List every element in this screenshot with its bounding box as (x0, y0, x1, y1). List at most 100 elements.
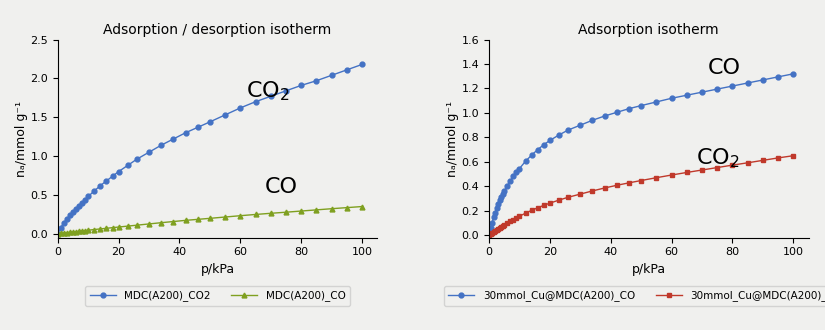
MDC(A200)_CO2 (144, 150, 154, 154)
MDC(A200)_CO (193, 217, 203, 221)
30mmol_Cu@MDC(A200)_CO2 (667, 173, 676, 177)
MDC(A200)_CO (56, 231, 66, 235)
30mmol_Cu@MDC(A200)_CO (636, 104, 646, 108)
MDC(A200)_CO (311, 208, 321, 212)
MDC(A200)_CO (235, 214, 245, 218)
MDC(A200)_CO2 (327, 73, 337, 77)
30mmol_Cu@MDC(A200)_CO2 (502, 221, 512, 225)
Legend: MDC(A200)_CO2, MDC(A200)_CO: MDC(A200)_CO2, MDC(A200)_CO (85, 286, 350, 306)
30mmol_Cu@MDC(A200)_CO2 (526, 208, 536, 212)
Legend: 30mmol_Cu@MDC(A200)_CO, 30mmol_Cu@MDC(A200)_CO2: 30mmol_Cu@MDC(A200)_CO, 30mmol_Cu@MDC(A2… (444, 286, 825, 306)
30mmol_Cu@MDC(A200)_CO2 (697, 168, 707, 172)
MDC(A200)_CO2 (181, 131, 191, 135)
MDC(A200)_CO (132, 223, 142, 227)
30mmol_Cu@MDC(A200)_CO (526, 153, 536, 157)
30mmol_Cu@MDC(A200)_CO (667, 96, 676, 100)
MDC(A200)_CO2 (96, 183, 106, 187)
30mmol_Cu@MDC(A200)_CO2 (554, 198, 564, 202)
X-axis label: p/kPa: p/kPa (200, 263, 234, 276)
30mmol_Cu@MDC(A200)_CO (488, 215, 498, 219)
MDC(A200)_CO (168, 219, 178, 223)
MDC(A200)_CO (251, 213, 261, 216)
30mmol_Cu@MDC(A200)_CO2 (652, 176, 662, 180)
Line: MDC(A200)_CO2: MDC(A200)_CO2 (55, 62, 365, 236)
30mmol_Cu@MDC(A200)_CO (515, 167, 525, 171)
30mmol_Cu@MDC(A200)_CO (499, 189, 509, 193)
Line: MDC(A200)_CO: MDC(A200)_CO (55, 204, 365, 236)
MDC(A200)_CO2 (62, 217, 72, 221)
Text: CO$_2$: CO$_2$ (696, 146, 739, 170)
MDC(A200)_CO (156, 221, 166, 225)
30mmol_Cu@MDC(A200)_CO (789, 72, 799, 76)
30mmol_Cu@MDC(A200)_CO (742, 81, 752, 85)
30mmol_Cu@MDC(A200)_CO2 (742, 161, 752, 165)
30mmol_Cu@MDC(A200)_CO (497, 192, 507, 196)
30mmol_Cu@MDC(A200)_CO (728, 84, 738, 88)
MDC(A200)_CO2 (281, 89, 291, 93)
30mmol_Cu@MDC(A200)_CO2 (493, 227, 503, 231)
30mmol_Cu@MDC(A200)_CO (490, 211, 500, 214)
30mmol_Cu@MDC(A200)_CO (508, 175, 518, 179)
30mmol_Cu@MDC(A200)_CO2 (636, 179, 646, 182)
30mmol_Cu@MDC(A200)_CO2 (492, 228, 502, 232)
Line: 30mmol_Cu@MDC(A200)_CO: 30mmol_Cu@MDC(A200)_CO (487, 71, 796, 238)
MDC(A200)_CO2 (83, 194, 93, 198)
MDC(A200)_CO (78, 229, 87, 233)
30mmol_Cu@MDC(A200)_CO2 (728, 163, 738, 167)
X-axis label: p/kPa: p/kPa (632, 263, 666, 276)
30mmol_Cu@MDC(A200)_CO2 (563, 195, 573, 199)
30mmol_Cu@MDC(A200)_CO2 (508, 217, 518, 221)
30mmol_Cu@MDC(A200)_CO2 (497, 225, 507, 229)
MDC(A200)_CO2 (56, 225, 66, 229)
30mmol_Cu@MDC(A200)_CO2 (545, 201, 555, 205)
MDC(A200)_CO2 (205, 120, 214, 124)
30mmol_Cu@MDC(A200)_CO (652, 100, 662, 104)
30mmol_Cu@MDC(A200)_CO (612, 110, 622, 114)
30mmol_Cu@MDC(A200)_CO (758, 78, 768, 82)
30mmol_Cu@MDC(A200)_CO2 (539, 203, 549, 207)
30mmol_Cu@MDC(A200)_CO (495, 198, 505, 202)
MDC(A200)_CO (114, 225, 124, 229)
30mmol_Cu@MDC(A200)_CO (587, 118, 597, 122)
30mmol_Cu@MDC(A200)_CO2 (499, 223, 509, 227)
30mmol_Cu@MDC(A200)_CO2 (600, 186, 610, 190)
MDC(A200)_CO2 (78, 201, 87, 205)
30mmol_Cu@MDC(A200)_CO (533, 148, 543, 151)
MDC(A200)_CO (123, 224, 133, 228)
30mmol_Cu@MDC(A200)_CO (493, 202, 503, 206)
MDC(A200)_CO (89, 228, 99, 232)
MDC(A200)_CO2 (53, 232, 63, 236)
30mmol_Cu@MDC(A200)_CO2 (789, 154, 799, 158)
MDC(A200)_CO2 (107, 174, 117, 178)
MDC(A200)_CO2 (132, 157, 142, 161)
MDC(A200)_CO2 (68, 210, 78, 214)
30mmol_Cu@MDC(A200)_CO2 (533, 206, 543, 210)
30mmol_Cu@MDC(A200)_CO2 (486, 232, 496, 236)
MDC(A200)_CO2 (296, 83, 306, 87)
MDC(A200)_CO2 (342, 68, 351, 72)
MDC(A200)_CO2 (65, 213, 75, 217)
MDC(A200)_CO2 (156, 143, 166, 147)
30mmol_Cu@MDC(A200)_CO (545, 139, 555, 143)
30mmol_Cu@MDC(A200)_CO2 (758, 158, 768, 162)
MDC(A200)_CO2 (220, 113, 230, 117)
MDC(A200)_CO (71, 230, 81, 234)
30mmol_Cu@MDC(A200)_CO2 (490, 229, 500, 233)
Title: Adsorption isotherm: Adsorption isotherm (578, 23, 719, 37)
30mmol_Cu@MDC(A200)_CO2 (515, 214, 525, 218)
MDC(A200)_CO (327, 207, 337, 211)
Y-axis label: nₐ/mmol g⁻¹: nₐ/mmol g⁻¹ (446, 101, 459, 177)
30mmol_Cu@MDC(A200)_CO (487, 221, 497, 225)
MDC(A200)_CO2 (235, 106, 245, 110)
MDC(A200)_CO (62, 231, 72, 235)
30mmol_Cu@MDC(A200)_CO2 (488, 230, 498, 234)
MDC(A200)_CO2 (59, 221, 68, 225)
MDC(A200)_CO (107, 226, 117, 230)
MDC(A200)_CO (357, 205, 367, 209)
MDC(A200)_CO (96, 227, 106, 231)
30mmol_Cu@MDC(A200)_CO (539, 143, 549, 147)
MDC(A200)_CO2 (266, 94, 276, 98)
Text: CO: CO (708, 58, 741, 78)
MDC(A200)_CO (59, 231, 68, 235)
MDC(A200)_CO (101, 226, 111, 230)
